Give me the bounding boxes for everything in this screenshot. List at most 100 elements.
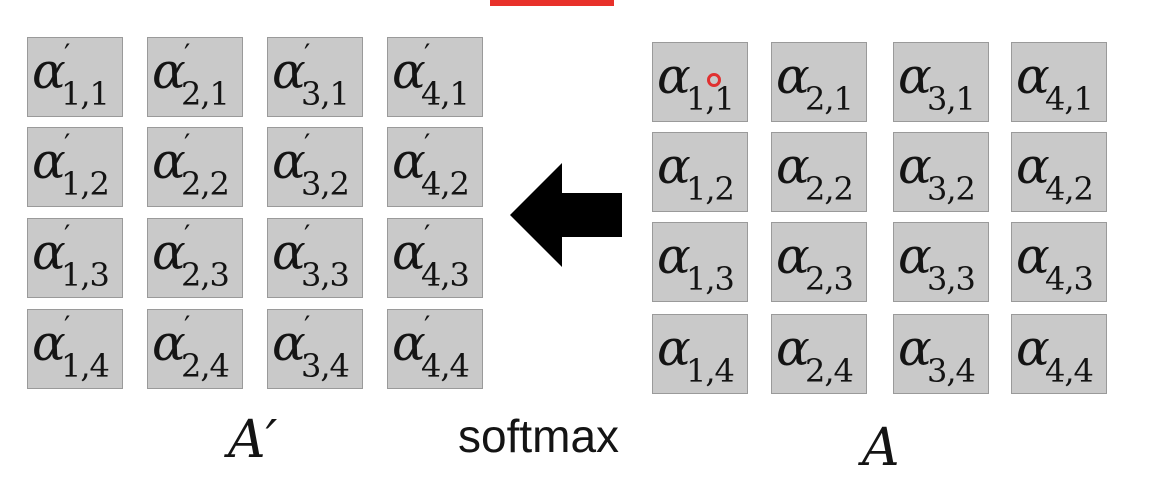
prime-mark: ′ bbox=[304, 310, 311, 343]
cell-subscript: 2,1 bbox=[805, 80, 854, 118]
alpha-symbol: α bbox=[898, 319, 932, 377]
alpha-symbol: α bbox=[657, 227, 691, 285]
cell-subscript: 2,4 bbox=[805, 352, 854, 390]
prime-mark: ′ bbox=[184, 38, 191, 71]
input-matrix-cell: α 1,2 bbox=[652, 132, 748, 212]
output-matrix-label: A′ bbox=[228, 410, 278, 470]
cell-subscript: 1,1 bbox=[686, 80, 735, 118]
cell-subscript: 4,3 bbox=[1045, 260, 1094, 298]
prime-mark: ′ bbox=[184, 310, 191, 343]
output-matrix-cell: α ′ 3,3 bbox=[267, 218, 363, 298]
output-matrix-cell: α ′ 2,1 bbox=[147, 37, 243, 117]
output-matrix-cell: α ′ 2,3 bbox=[147, 218, 243, 298]
output-matrix-cell: α ′ 4,3 bbox=[387, 218, 483, 298]
input-matrix-cell: α 1,1 bbox=[652, 42, 748, 122]
alpha-symbol: α bbox=[898, 47, 932, 105]
alpha-symbol: α bbox=[32, 223, 66, 281]
alpha-symbol: α bbox=[152, 223, 186, 281]
cell-subscript: 4,2 bbox=[1045, 170, 1094, 208]
alpha-symbol: α bbox=[272, 42, 306, 100]
input-matrix-cell: α 3,2 bbox=[893, 132, 989, 212]
alpha-symbol: α bbox=[32, 132, 66, 190]
output-matrix-cell: α ′ 3,1 bbox=[267, 37, 363, 117]
prime-mark: ′ bbox=[184, 219, 191, 252]
cell-subscript: 2,2 bbox=[181, 165, 230, 203]
input-matrix-cell: α 3,4 bbox=[893, 314, 989, 394]
cell-subscript: 4,1 bbox=[421, 75, 470, 113]
input-matrix-cell: α 3,3 bbox=[893, 222, 989, 302]
prime-mark: ′ bbox=[64, 310, 71, 343]
input-matrix-cell: α 4,1 bbox=[1011, 42, 1107, 122]
red-dot-icon bbox=[707, 73, 721, 87]
prime-mark: ′ bbox=[64, 219, 71, 252]
prime-mark: ′ bbox=[424, 38, 431, 71]
alpha-symbol: α bbox=[1016, 137, 1050, 195]
cell-subscript: 2,1 bbox=[181, 75, 230, 113]
output-matrix-cell: α ′ 2,4 bbox=[147, 309, 243, 389]
cell-subscript: 3,3 bbox=[301, 256, 350, 294]
input-matrix-label: A bbox=[862, 418, 900, 478]
input-matrix-cell: α 2,4 bbox=[771, 314, 867, 394]
arrow-left-icon bbox=[510, 163, 622, 267]
input-matrix-cell: α 4,3 bbox=[1011, 222, 1107, 302]
input-matrix-cell: α 1,3 bbox=[652, 222, 748, 302]
prime-mark: ′ bbox=[64, 38, 71, 71]
output-matrix-cell: α ′ 4,4 bbox=[387, 309, 483, 389]
cell-subscript: 3,1 bbox=[301, 75, 350, 113]
cell-subscript: 1,2 bbox=[686, 170, 735, 208]
output-matrix-cell: α ′ 3,2 bbox=[267, 127, 363, 207]
prime-mark: ′ bbox=[304, 38, 311, 71]
cell-subscript: 4,4 bbox=[1045, 352, 1094, 390]
alpha-symbol: α bbox=[898, 227, 932, 285]
output-matrix-cell: α ′ 2,2 bbox=[147, 127, 243, 207]
input-matrix-cell: α 2,3 bbox=[771, 222, 867, 302]
alpha-symbol: α bbox=[1016, 227, 1050, 285]
alpha-symbol: α bbox=[776, 227, 810, 285]
cell-subscript: 3,2 bbox=[927, 170, 976, 208]
output-matrix-cell: α ′ 1,4 bbox=[27, 309, 123, 389]
output-matrix-cell: α ′ 1,2 bbox=[27, 127, 123, 207]
alpha-symbol: α bbox=[152, 132, 186, 190]
cell-subscript: 4,1 bbox=[1045, 80, 1094, 118]
alpha-symbol: α bbox=[392, 132, 426, 190]
alpha-symbol: α bbox=[657, 137, 691, 195]
alpha-symbol: α bbox=[1016, 47, 1050, 105]
cell-subscript: 2,3 bbox=[181, 256, 230, 294]
alpha-symbol: α bbox=[776, 137, 810, 195]
cell-subscript: 3,4 bbox=[927, 352, 976, 390]
alpha-symbol: α bbox=[392, 223, 426, 281]
cell-subscript: 3,3 bbox=[927, 260, 976, 298]
alpha-symbol: α bbox=[392, 42, 426, 100]
cell-subscript: 3,4 bbox=[301, 347, 350, 385]
alpha-symbol: α bbox=[776, 47, 810, 105]
output-matrix-cell: α ′ 1,3 bbox=[27, 218, 123, 298]
input-matrix-cell: α 4,4 bbox=[1011, 314, 1107, 394]
input-matrix-cell: α 2,1 bbox=[771, 42, 867, 122]
alpha-symbol: α bbox=[898, 137, 932, 195]
cell-subscript: 2,3 bbox=[805, 260, 854, 298]
input-matrix-cell: α 1,4 bbox=[652, 314, 748, 394]
cell-subscript: 1,3 bbox=[686, 260, 735, 298]
alpha-symbol: α bbox=[152, 42, 186, 100]
alpha-symbol: α bbox=[32, 314, 66, 372]
cell-subscript: 3,1 bbox=[927, 80, 976, 118]
red-header-tab bbox=[490, 0, 614, 6]
cell-subscript: 3,2 bbox=[301, 165, 350, 203]
alpha-symbol: α bbox=[272, 314, 306, 372]
alpha-symbol: α bbox=[776, 319, 810, 377]
output-matrix-cell: α ′ 4,1 bbox=[387, 37, 483, 117]
alpha-symbol: α bbox=[392, 314, 426, 372]
prime-mark: ′ bbox=[424, 128, 431, 161]
alpha-symbol: α bbox=[272, 223, 306, 281]
output-matrix-cell: α ′ 4,2 bbox=[387, 127, 483, 207]
cell-subscript: 4,2 bbox=[421, 165, 470, 203]
cell-subscript: 4,4 bbox=[421, 347, 470, 385]
output-matrix-cell: α ′ 1,1 bbox=[27, 37, 123, 117]
operation-label: softmax bbox=[458, 410, 620, 462]
prime-mark: ′ bbox=[184, 128, 191, 161]
alpha-symbol: α bbox=[152, 314, 186, 372]
prime-mark: ′ bbox=[64, 128, 71, 161]
cell-subscript: 1,4 bbox=[686, 352, 735, 390]
input-matrix-cell: α 4,2 bbox=[1011, 132, 1107, 212]
cell-subscript: 1,3 bbox=[61, 256, 110, 294]
